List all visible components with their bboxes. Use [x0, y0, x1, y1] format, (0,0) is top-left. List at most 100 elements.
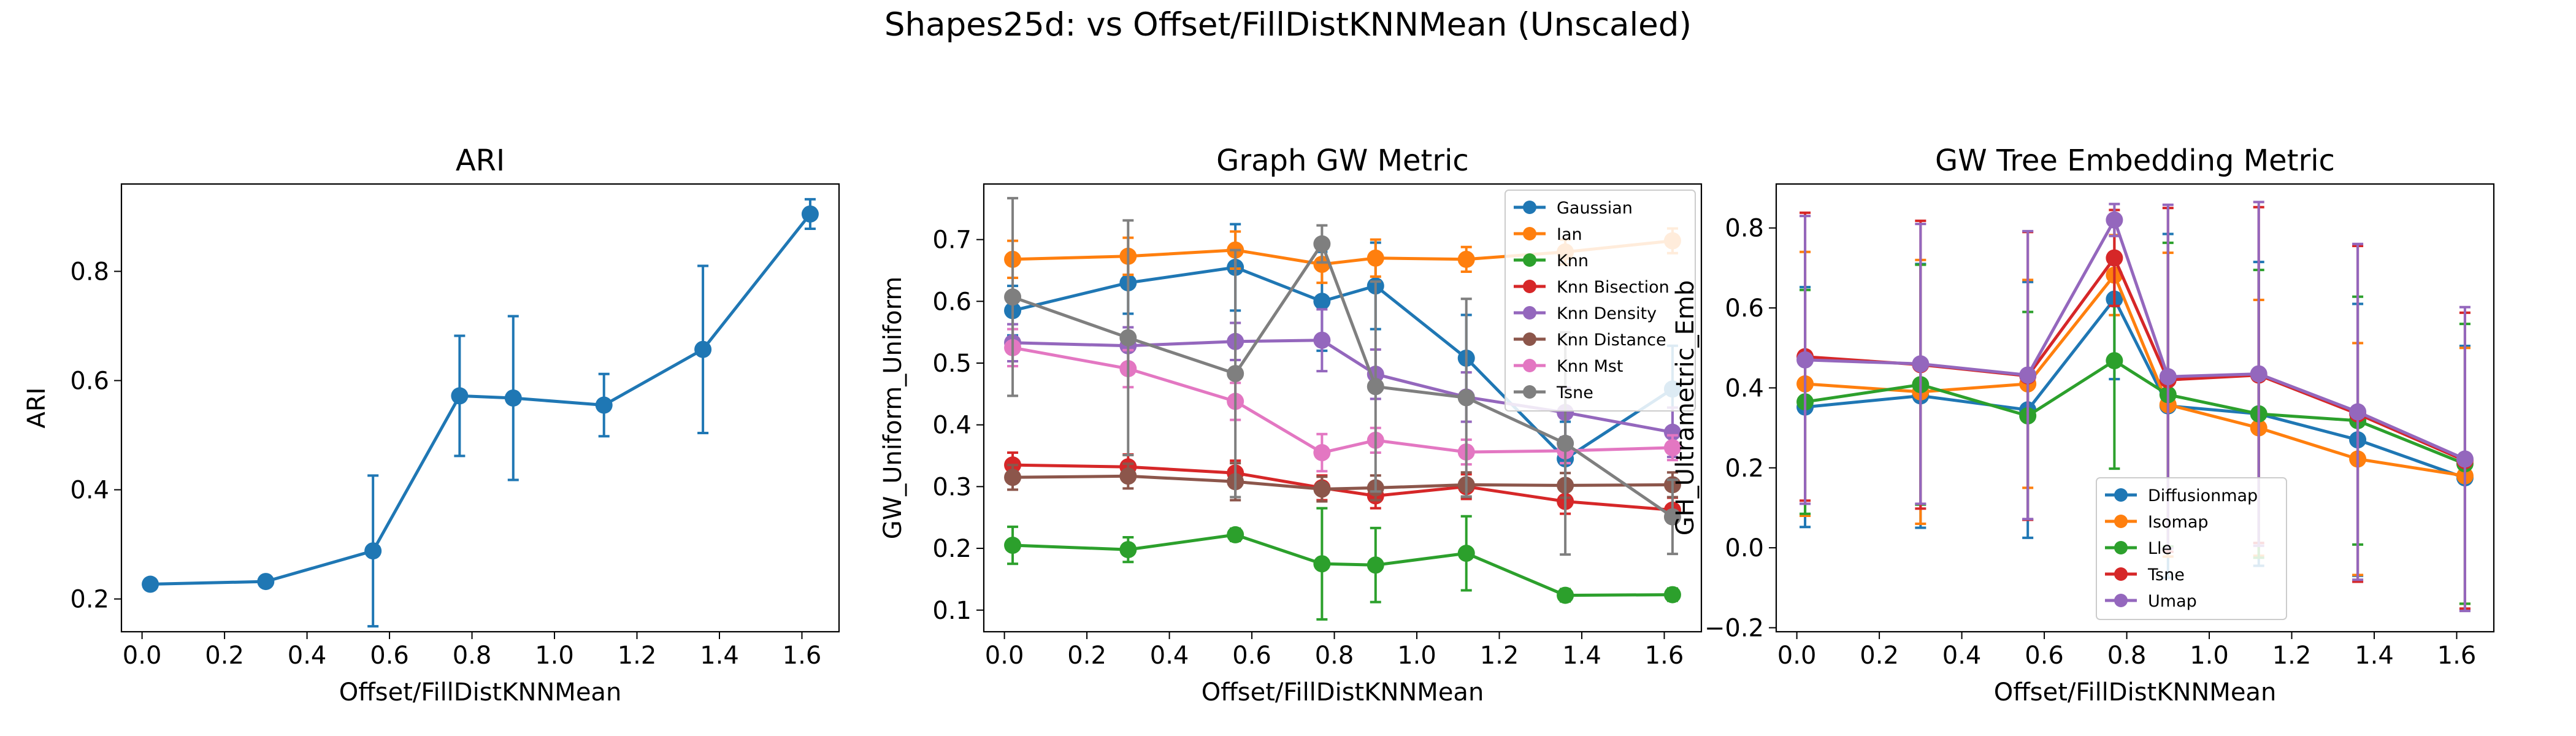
legend-label: Knn Density — [1557, 304, 1657, 323]
y-tick-label: 0.3 — [932, 473, 972, 501]
data-point — [801, 205, 819, 223]
series-line — [1013, 533, 1673, 597]
series-line — [150, 213, 811, 586]
data-point — [1367, 556, 1384, 574]
data-point — [1313, 444, 1331, 461]
legend-label: Knn Bisection — [1557, 278, 1669, 297]
x-tick-label: 0.2 — [1067, 642, 1106, 670]
series-line — [1804, 359, 2466, 466]
data-point — [1663, 508, 1681, 526]
series-line — [1012, 346, 1673, 454]
x-tick-label: 0.8 — [1315, 642, 1354, 670]
legend: Gaussian Ian Knn Knn Bisection Knn Density Kn… — [1505, 190, 1696, 412]
data-point — [1313, 555, 1331, 573]
x-tick-label: 0.4 — [288, 642, 327, 670]
legend-marker — [1523, 306, 1536, 320]
y-tick-label: 0.8 — [1725, 215, 1764, 243]
legend-box — [1505, 190, 1696, 412]
legend: Diffusionmap Isomap Lle Tsne Umap — [2096, 477, 2287, 620]
data-point — [364, 542, 382, 560]
data-point — [257, 573, 275, 591]
series-knn — [1004, 507, 1681, 621]
data-point — [504, 389, 522, 407]
data-point — [2349, 403, 2367, 421]
axes-frame — [1775, 183, 2495, 633]
series-line — [1804, 256, 2466, 462]
x-axis-label: Offset/FillDistKNNMean — [1202, 678, 1484, 707]
chart-panel-2: Graph GW Metric 0.0 0.2 0.4 0.6 0.8 1.0 1.2 1.4 1… — [879, 144, 1703, 707]
data-point — [1227, 526, 1244, 543]
chart-title: GW Tree Embedding Metric — [1935, 144, 2335, 178]
x-axis-label: Offset/FillDistKNNMean — [1994, 678, 2277, 707]
x-tick-label: 0.6 — [370, 642, 409, 670]
data-point — [1004, 288, 1022, 306]
series-line — [1805, 218, 2466, 461]
series-knn-distance — [1004, 462, 1681, 503]
data-point — [1457, 250, 1475, 268]
x-tick-label: 1.0 — [2190, 642, 2229, 670]
x-tick-label: 0.0 — [123, 642, 162, 670]
data-point — [451, 387, 469, 405]
x-tick-label: 0.6 — [2025, 642, 2064, 670]
legend-marker — [1523, 253, 1536, 267]
data-point — [1313, 235, 1331, 253]
data-point — [2106, 249, 2123, 267]
data-point — [1912, 355, 1930, 373]
y-tick-label: 0.2 — [1725, 454, 1764, 483]
x-tick-label: 0.8 — [453, 642, 492, 670]
data-point — [1557, 434, 1574, 452]
x-tick-label: 1.4 — [1562, 642, 1601, 670]
data-point — [1457, 389, 1475, 407]
data-point — [1313, 331, 1331, 349]
x-tick-label: 0.4 — [1150, 642, 1189, 670]
data-point — [1457, 545, 1475, 562]
data-point — [2106, 352, 2123, 370]
y-tick-label: 0.7 — [932, 226, 972, 255]
series-line — [1013, 463, 1673, 512]
data-point — [1119, 329, 1137, 347]
y-tick-label: 0.4 — [1725, 374, 1764, 402]
legend-marker — [2114, 541, 2128, 554]
data-point — [2019, 366, 2037, 384]
data-point — [1313, 293, 1331, 310]
legend-marker — [1523, 201, 1536, 214]
legend-label: Knn Distance — [1557, 331, 1666, 350]
series-line — [1013, 474, 1673, 491]
chart-title: ARI — [456, 144, 505, 178]
y-tick-label: 0.4 — [932, 412, 972, 440]
data-point — [2456, 450, 2474, 468]
y-axis-label: ARI — [23, 388, 51, 429]
x-axis-label: Offset/FillDistKNNMean — [339, 678, 622, 707]
y-axis-label: GH_Ultrametric_Emb — [1671, 280, 1700, 536]
y-tick-label: 0.2 — [70, 586, 109, 614]
axes-frame — [120, 183, 840, 633]
series-line — [1804, 297, 2466, 480]
legend-label: Lle — [2148, 539, 2172, 558]
legend-marker — [1523, 332, 1536, 346]
x-tick-label: 1.6 — [2437, 642, 2477, 670]
y-tick-label: 0.4 — [70, 477, 109, 505]
y-tick-label: 0.6 — [70, 367, 109, 395]
legend-marker — [1523, 359, 1536, 372]
x-tick-label: 1.4 — [700, 642, 739, 670]
data-point — [1313, 480, 1331, 498]
plot-area — [142, 197, 819, 628]
legend-marker — [2114, 594, 2128, 607]
data-point — [2250, 365, 2267, 383]
y-tick-label: 0.2 — [932, 535, 972, 563]
legend-label: Tsne — [1556, 383, 1593, 402]
x-tick-label: 0.6 — [1232, 642, 1271, 670]
chart-panel-3: GW Tree Embedding Metric 0.0 0.2 0.4 0.6 0.8 1… — [1671, 144, 2495, 707]
data-point — [142, 575, 159, 593]
x-tick-label: 0.4 — [1942, 642, 1982, 670]
x-tick-label: 0.2 — [1860, 642, 1899, 670]
series-line — [1012, 242, 1674, 518]
x-tick-label: 1.2 — [1480, 642, 1519, 670]
legend-label: Gaussian — [1557, 199, 1633, 218]
y-tick-label: 0.8 — [70, 258, 109, 286]
chart-title: Graph GW Metric — [1216, 144, 1469, 178]
data-point — [1119, 467, 1137, 485]
legend-label: Knn Mst — [1557, 357, 1623, 376]
